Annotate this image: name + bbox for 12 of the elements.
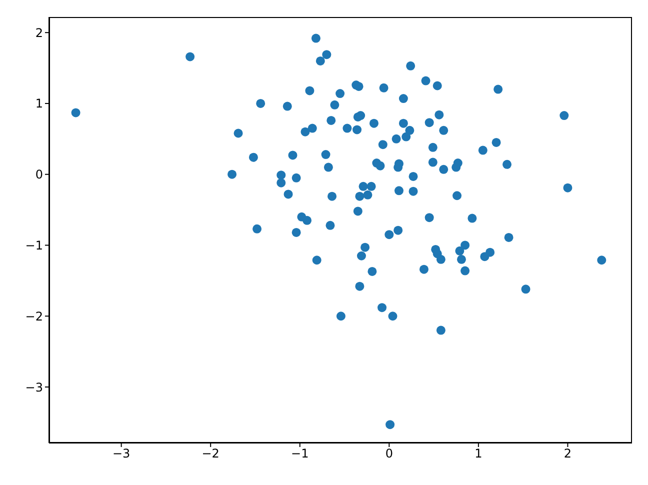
y-tick-label: 0: [35, 168, 43, 182]
x-tick-label: −3: [112, 446, 130, 461]
x-tick-label: 1: [474, 446, 482, 461]
x-tick-label: 2: [564, 446, 572, 461]
y-tick-label: −3: [25, 380, 43, 394]
y-tick-label: −1: [25, 238, 43, 252]
y-tick-label: −2: [25, 309, 43, 324]
x-tick-label: 0: [385, 446, 393, 461]
y-tick-label: 1: [35, 96, 43, 111]
x-tick-label: −1: [291, 446, 309, 461]
x-tick-label: −2: [202, 446, 220, 461]
y-tick-label: 2: [35, 26, 43, 40]
